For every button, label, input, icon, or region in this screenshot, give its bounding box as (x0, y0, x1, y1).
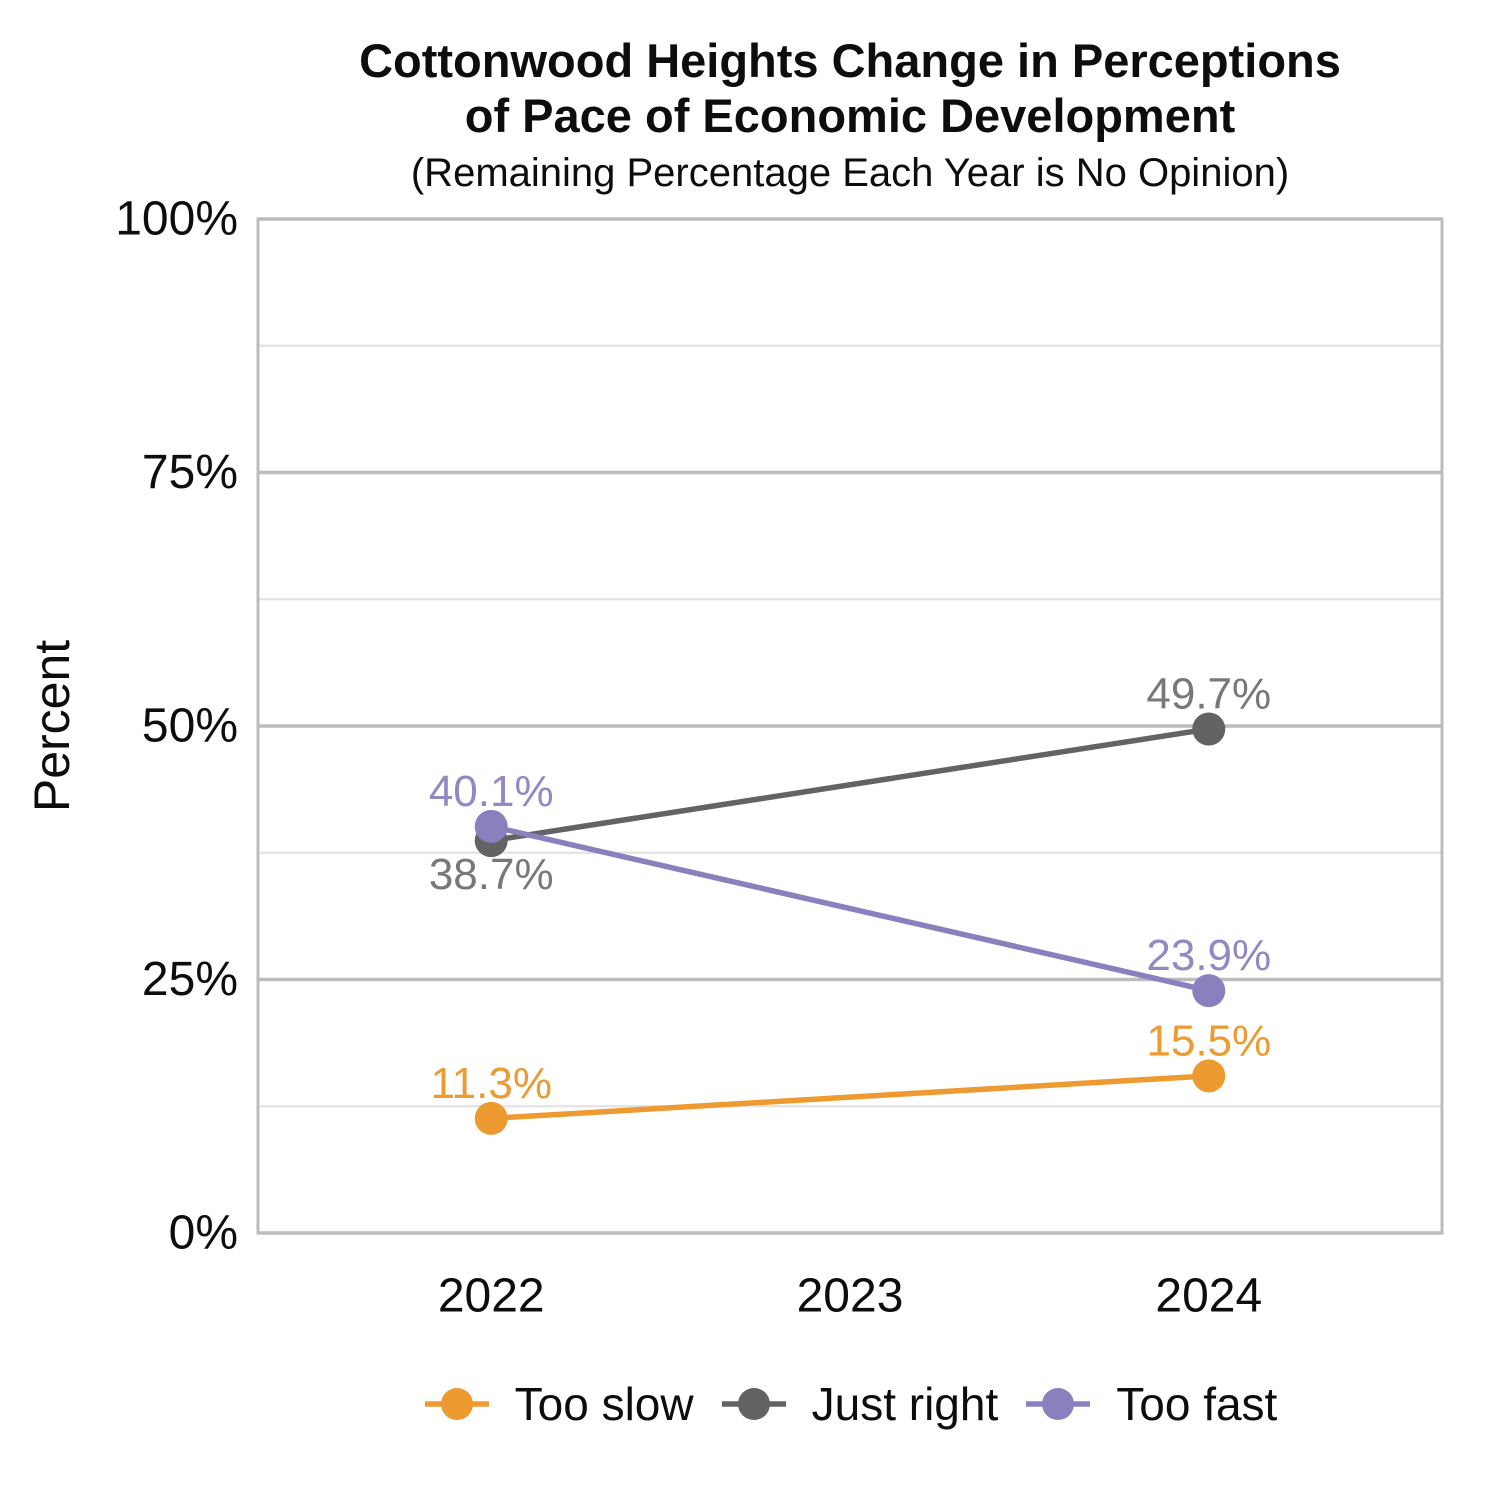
y-axis-title: Percent (24, 640, 80, 812)
series-line-just-right (490, 726, 1210, 844)
data-label-too-fast-2022: 40.1% (429, 767, 554, 816)
data-point-too-fast-2024 (1192, 974, 1226, 1008)
data-point-too-fast-2022 (474, 809, 508, 843)
legend-label-too-slow: Too slow (514, 1378, 694, 1430)
data-point-too-slow-2024 (1192, 1059, 1226, 1093)
data-point-just-right-2024 (1192, 712, 1226, 746)
y-tick-label-0: 0% (169, 1207, 238, 1260)
chart-title-line2: of Pace of Economic Development (464, 89, 1236, 142)
series-line-too-fast (490, 823, 1210, 994)
x-tick-label-2024: 2024 (1155, 1270, 1262, 1323)
x-tick-label-2023: 2023 (797, 1270, 904, 1323)
chart-title-line1: Cottonwood Heights Change in Perceptions (359, 34, 1341, 87)
data-label-just-right-2022: 38.7% (429, 850, 554, 899)
y-tick-label-25: 25% (142, 953, 238, 1006)
panel-border (256, 217, 1444, 1235)
chart-title: Cottonwood Heights Change in Perceptions… (258, 33, 1442, 143)
legend-label-just-right: Just right (811, 1378, 999, 1430)
legend: Too slow Just right Too fast (258, 1374, 1442, 1434)
data-point-too-slow-2022 (474, 1101, 508, 1135)
legend-item-too-fast: Too fast (1024, 1381, 1277, 1427)
legend-key-too-slow-icon (424, 1388, 489, 1420)
data-label-too-fast-2024: 23.9% (1146, 931, 1271, 980)
legend-key-too-fast-icon (1026, 1388, 1091, 1420)
data-label-too-slow-2022: 11.3% (430, 1059, 552, 1108)
y-tick-label-100: 100% (115, 193, 238, 246)
y-tick-label-75: 75% (142, 446, 238, 499)
legend-key-just-right-icon (721, 1388, 786, 1420)
y-tick-label-50: 50% (142, 700, 238, 753)
data-label-just-right-2024: 49.7% (1146, 670, 1271, 719)
data-label-too-slow-2024: 15.5% (1146, 1016, 1271, 1065)
x-tick-label-2022: 2022 (438, 1270, 545, 1323)
series-line-too-slow (491, 1073, 1209, 1122)
legend-label-too-fast: Too fast (1116, 1378, 1278, 1430)
legend-item-too-slow: Too slow (423, 1381, 694, 1427)
legend-item-just-right: Just right (720, 1378, 999, 1430)
chart-subtitle: (Remaining Percentage Each Year is No Op… (410, 151, 1290, 195)
